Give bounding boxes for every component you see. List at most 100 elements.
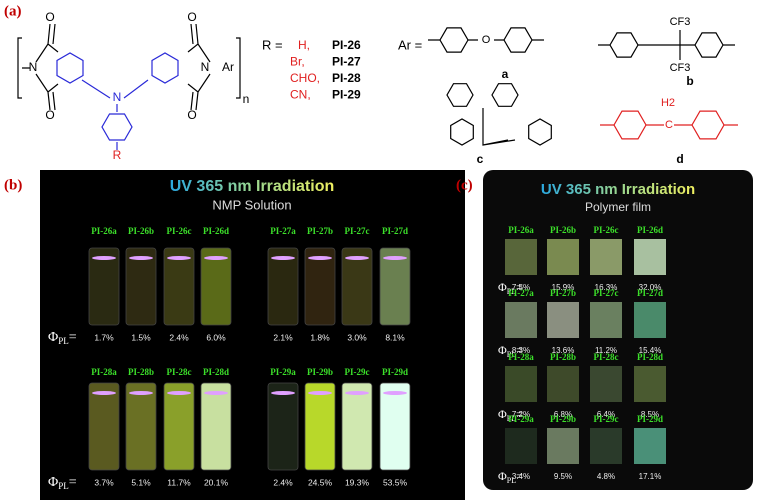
phi-value: 19.3%	[345, 477, 370, 487]
sample-name: PI-26d	[203, 226, 229, 236]
ring	[101, 113, 133, 141]
vial	[267, 247, 299, 326]
phi-value: 8.3%	[512, 346, 530, 355]
ring	[439, 27, 469, 53]
sample-name: PI-27a	[508, 288, 534, 298]
meniscus	[167, 256, 191, 260]
meniscus	[308, 256, 332, 260]
phi: Φ	[48, 330, 58, 345]
sample-name: PI-26b	[550, 225, 576, 235]
vial	[379, 382, 411, 471]
phi-value: 2.4%	[273, 477, 293, 487]
film	[590, 302, 622, 338]
phi-value: 6.0%	[206, 332, 226, 342]
phi: Φ	[498, 469, 507, 483]
sample-name: PI-29a	[508, 414, 534, 424]
ar-text: CF3	[670, 16, 691, 28]
phi-value: 3.0%	[347, 332, 367, 342]
film	[547, 366, 579, 402]
phi-value: 3.4%	[512, 472, 530, 481]
structure-label: N	[29, 60, 38, 74]
sample-name: PI-29c	[345, 367, 370, 377]
meniscus	[204, 391, 228, 395]
structure-label: O	[187, 108, 196, 122]
structure-label: n	[243, 92, 250, 106]
ring	[528, 118, 552, 146]
sample-name: PI-26c	[594, 225, 619, 235]
phi-label: ΦPL=	[498, 343, 523, 359]
sample-name: PI-29a	[270, 367, 296, 377]
ring	[694, 32, 724, 58]
phi: Φ	[498, 407, 507, 421]
sample-name: PI-27b	[307, 226, 333, 236]
sample-name: PI-26c	[167, 226, 192, 236]
film	[634, 366, 666, 402]
substituent: CHO,	[290, 71, 320, 85]
sample-name: PI-28a	[508, 352, 534, 362]
phi: Φ	[48, 475, 58, 490]
structure-label: N	[113, 90, 122, 104]
sample-name: PI-28d	[637, 352, 663, 362]
panel-label: (b)	[4, 177, 22, 193]
structure-label: R	[113, 148, 122, 162]
sample-name: PI-27d	[382, 226, 408, 236]
ar-text: O	[482, 34, 491, 46]
vial	[163, 247, 195, 326]
sample-name: PI-27c	[594, 288, 619, 298]
sample-name: PI-28c	[167, 367, 192, 377]
vial	[200, 247, 232, 326]
film	[505, 239, 537, 275]
panel-label: (a)	[4, 3, 22, 19]
phi-sub: PL	[507, 476, 516, 485]
title: UV 365 nm Irradiation	[170, 178, 335, 195]
subtitle: Polymer film	[585, 200, 651, 214]
phi-eq: =	[69, 330, 77, 345]
structure-label: O	[187, 10, 196, 24]
film	[505, 302, 537, 338]
phi-value: 2.1%	[273, 332, 293, 342]
meniscus	[345, 391, 369, 395]
phi-eq: =	[516, 469, 523, 483]
film	[547, 428, 579, 464]
meniscus	[383, 391, 407, 395]
polymer-name: PI-28	[332, 71, 361, 85]
film	[505, 366, 537, 402]
ar-key: b	[686, 74, 693, 88]
vial	[341, 382, 373, 471]
ring	[503, 27, 533, 53]
phi-sub: PL	[507, 414, 516, 423]
polymer-name: PI-29	[332, 88, 361, 102]
phi-value: 6.8%	[554, 410, 572, 419]
sample-name: PI-26d	[637, 225, 663, 235]
sample-name: PI-28c	[594, 352, 619, 362]
structure-label: Ar	[222, 60, 234, 74]
polymer-name: PI-26	[332, 38, 361, 52]
phi-label: ΦPL=	[498, 280, 523, 296]
substituent: CN,	[290, 88, 311, 102]
phi-eq: =	[69, 475, 77, 490]
phi-value: 17.1%	[639, 472, 662, 481]
sample-name: PI-26b	[128, 226, 154, 236]
structure-label: O	[45, 108, 54, 122]
meniscus	[345, 256, 369, 260]
vial	[379, 247, 411, 326]
sample-name: PI-26a	[91, 226, 117, 236]
sample-name: PI-29d	[637, 414, 663, 424]
film	[590, 366, 622, 402]
phi-eq: =	[516, 280, 523, 294]
meniscus	[92, 256, 116, 260]
phi-value: 24.5%	[308, 477, 333, 487]
phi-label: ΦPL=	[498, 469, 523, 485]
vial	[341, 247, 373, 326]
polymer-name: PI-27	[332, 55, 361, 69]
vial	[163, 382, 195, 471]
film	[634, 428, 666, 464]
phi-value: 1.5%	[131, 332, 151, 342]
phi-eq: =	[516, 343, 523, 357]
phi-value: 5.1%	[131, 477, 151, 487]
sample-name: PI-28b	[550, 352, 576, 362]
phi-sub: PL	[58, 481, 69, 491]
vial	[88, 382, 120, 471]
subtitle: NMP Solution	[212, 197, 291, 212]
sample-name: PI-29d	[382, 367, 408, 377]
